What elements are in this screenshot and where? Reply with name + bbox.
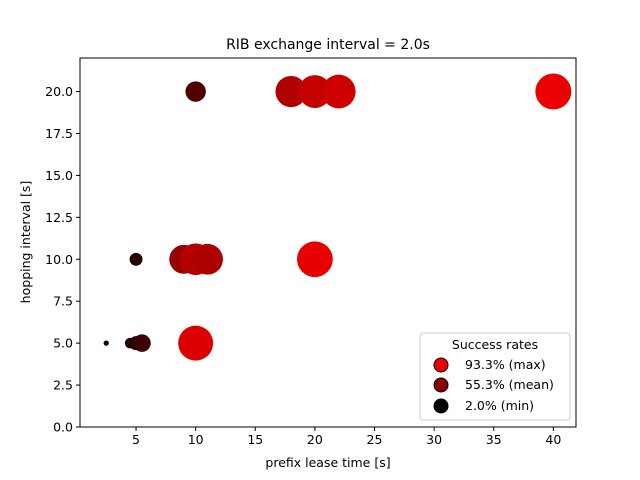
legend-label-max: 93.3% (max) — [465, 357, 546, 372]
legend-marker-mean — [433, 377, 449, 393]
x-tick-label: 35 — [486, 432, 502, 447]
data-point — [133, 334, 151, 352]
y-axis-label: hopping interval [s] — [18, 181, 33, 304]
data-point — [178, 325, 214, 361]
legend-label-min: 2.0% (min) — [465, 398, 534, 413]
y-axis-ticks: 0.0 2.5 5.0 7.5 10.0 12.5 15.0 17.5 20.0 — [45, 84, 80, 435]
data-point — [321, 74, 356, 109]
plot-frame — [79, 57, 577, 428]
x-tick-label: 40 — [545, 432, 561, 447]
data-point — [275, 75, 307, 108]
y-tick-label: 2.5 — [53, 378, 73, 393]
points-layer — [103, 73, 572, 361]
legend-box — [419, 332, 571, 421]
y-tick-label: 5.0 — [53, 336, 73, 351]
x-tick-label: 25 — [367, 432, 383, 447]
y-tick-label: 17.5 — [45, 126, 73, 141]
y-tick-label: 15.0 — [45, 168, 73, 183]
y-tick-label: 7.5 — [53, 294, 73, 309]
y-tick-label: 0.0 — [53, 420, 73, 435]
legend-marker-min — [433, 398, 449, 414]
data-point — [192, 243, 223, 275]
x-tick-label: 10 — [188, 432, 204, 447]
x-tick-label: 20 — [307, 432, 323, 447]
legend-marker-max — [433, 357, 449, 373]
y-tick-label: 10.0 — [45, 252, 73, 267]
x-axis-ticks: 5 10 15 20 25 30 35 40 — [132, 427, 561, 447]
data-point — [185, 81, 206, 102]
legend-title: Success rates — [452, 337, 538, 352]
y-tick-label: 20.0 — [45, 84, 73, 99]
data-point — [298, 75, 332, 109]
data-point — [535, 73, 572, 110]
data-point — [297, 241, 333, 278]
x-axis-label: prefix lease time [s] — [265, 455, 390, 470]
y-tick-label: 12.5 — [45, 210, 73, 225]
legend: Success rates 93.3% (max) 55.3% (mean) 2… — [419, 332, 571, 421]
data-point — [103, 340, 109, 346]
x-tick-label: 5 — [132, 432, 140, 447]
chart-title: RIB exchange interval = 2.0s — [226, 37, 430, 53]
x-tick-label: 30 — [426, 432, 442, 447]
x-tick-label: 15 — [247, 432, 263, 447]
legend-label-mean: 55.3% (mean) — [465, 377, 554, 392]
data-point — [129, 252, 143, 266]
